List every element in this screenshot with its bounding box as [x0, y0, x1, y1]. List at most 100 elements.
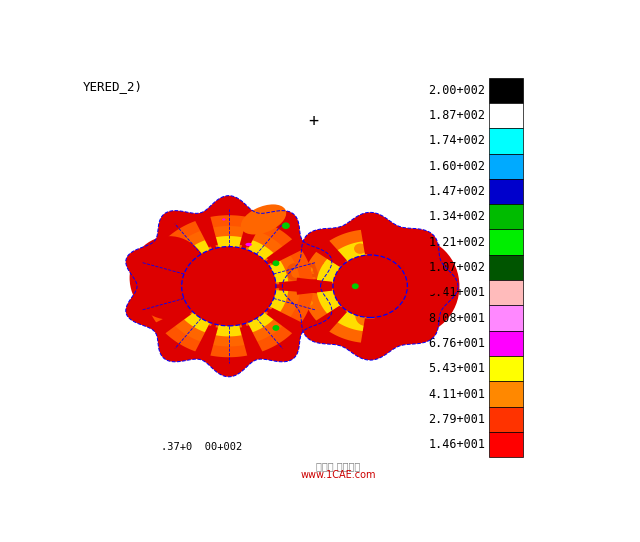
Bar [489, 356, 523, 382]
Polygon shape [240, 325, 264, 360]
Polygon shape [184, 240, 210, 260]
Polygon shape [240, 212, 264, 247]
Circle shape [273, 260, 280, 266]
Text: 9.41+001: 9.41+001 [428, 286, 485, 299]
Text: 1.87+002: 1.87+002 [428, 109, 485, 122]
Polygon shape [139, 279, 179, 293]
Polygon shape [296, 278, 332, 295]
Polygon shape [164, 220, 202, 248]
Polygon shape [264, 250, 307, 285]
Polygon shape [168, 308, 214, 347]
Polygon shape [244, 308, 290, 347]
Ellipse shape [235, 267, 243, 272]
Polygon shape [326, 308, 367, 343]
Polygon shape [170, 290, 188, 312]
Polygon shape [337, 241, 365, 261]
Polygon shape [394, 237, 429, 267]
Polygon shape [264, 288, 307, 322]
Ellipse shape [301, 300, 313, 306]
Polygon shape [337, 311, 365, 331]
Text: 2.79+001: 2.79+001 [428, 413, 485, 426]
Polygon shape [152, 308, 191, 336]
Polygon shape [244, 225, 290, 264]
Polygon shape [408, 278, 444, 295]
Polygon shape [267, 308, 306, 336]
Circle shape [282, 222, 290, 229]
Polygon shape [360, 224, 380, 254]
Circle shape [352, 283, 359, 289]
Bar [489, 128, 523, 153]
Bar [489, 153, 523, 179]
Ellipse shape [301, 283, 313, 289]
Text: 5.43+001: 5.43+001 [428, 362, 485, 375]
Polygon shape [145, 291, 168, 324]
Ellipse shape [355, 305, 375, 326]
Polygon shape [279, 279, 319, 293]
Bar [489, 306, 523, 331]
Ellipse shape [360, 236, 460, 336]
Text: 1.46+001: 1.46+001 [428, 438, 485, 451]
Polygon shape [126, 196, 332, 377]
Text: 4.11+001: 4.11+001 [428, 388, 485, 401]
Polygon shape [394, 306, 429, 335]
Ellipse shape [301, 267, 313, 273]
Polygon shape [208, 345, 250, 357]
Polygon shape [303, 249, 345, 284]
Polygon shape [164, 325, 202, 352]
Bar [489, 406, 523, 432]
Polygon shape [151, 288, 193, 322]
Polygon shape [248, 240, 273, 260]
Polygon shape [170, 261, 188, 282]
Text: 1.07+002: 1.07+002 [428, 261, 485, 274]
Circle shape [182, 247, 276, 326]
Ellipse shape [222, 218, 225, 221]
Text: 1.47+002: 1.47+002 [428, 185, 485, 198]
Bar [489, 331, 523, 356]
Circle shape [273, 325, 280, 331]
Text: www.1CAE.com: www.1CAE.com [300, 470, 376, 480]
Polygon shape [360, 318, 380, 349]
Polygon shape [269, 261, 288, 282]
Polygon shape [289, 248, 313, 282]
Text: 1.74+002: 1.74+002 [428, 134, 485, 147]
Polygon shape [145, 248, 168, 282]
Polygon shape [269, 290, 288, 312]
Polygon shape [248, 313, 273, 332]
Polygon shape [317, 291, 340, 314]
Polygon shape [193, 325, 218, 360]
Text: 1CAE.COM: 1CAE.COM [269, 262, 407, 286]
Polygon shape [311, 306, 347, 335]
Polygon shape [289, 291, 313, 324]
Polygon shape [255, 220, 294, 248]
Polygon shape [208, 221, 250, 252]
Text: 微信号 仿真秀线: 微信号 仿真秀线 [316, 461, 360, 470]
Bar [489, 432, 523, 457]
Text: 6.76+001: 6.76+001 [428, 337, 485, 350]
Polygon shape [317, 259, 340, 282]
Polygon shape [152, 236, 191, 264]
Bar [489, 229, 523, 255]
Text: 1.21+002: 1.21+002 [428, 236, 485, 249]
Bar [489, 78, 523, 103]
Polygon shape [311, 237, 347, 267]
Bar [489, 103, 523, 128]
Bar [489, 255, 523, 280]
Bar [489, 382, 523, 406]
Polygon shape [208, 215, 250, 228]
Text: YERED_2): YERED_2) [83, 80, 143, 93]
Polygon shape [282, 212, 458, 360]
Bar [489, 280, 523, 306]
Circle shape [333, 255, 407, 318]
Polygon shape [193, 212, 218, 247]
Polygon shape [184, 313, 210, 332]
Polygon shape [267, 236, 306, 264]
Ellipse shape [134, 228, 244, 345]
Polygon shape [326, 229, 367, 265]
Polygon shape [216, 236, 242, 248]
Text: 1.34+002: 1.34+002 [428, 210, 485, 223]
Polygon shape [216, 325, 242, 337]
Bar [489, 204, 523, 229]
Ellipse shape [129, 236, 209, 320]
Ellipse shape [231, 318, 237, 321]
Polygon shape [303, 288, 345, 323]
